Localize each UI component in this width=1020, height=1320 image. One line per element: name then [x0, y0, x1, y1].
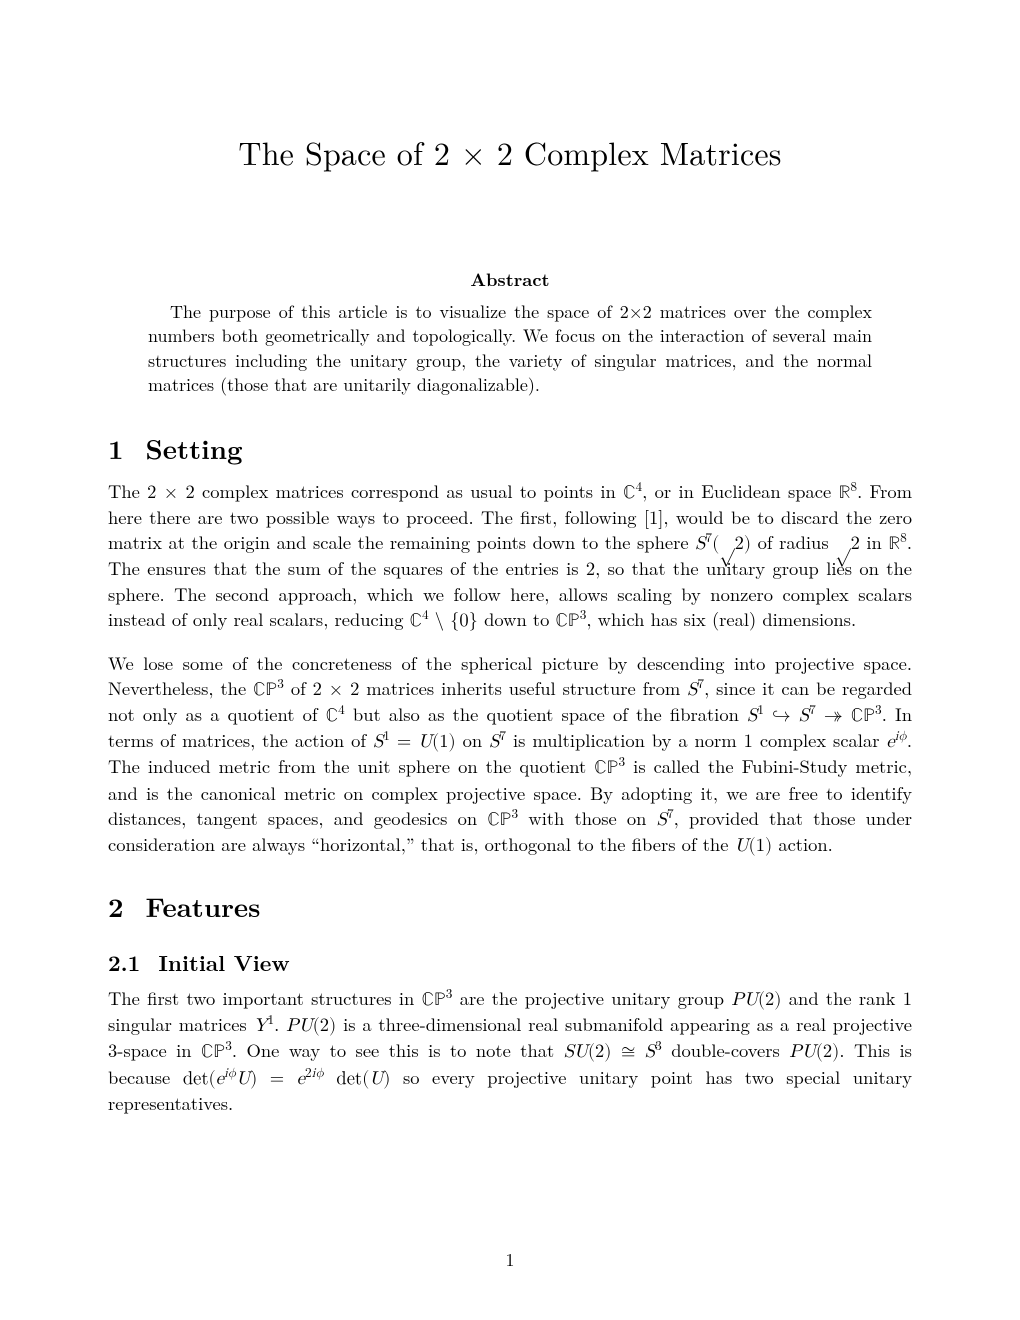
paragraph: We lose some of the concreteness of the … [108, 651, 912, 858]
abstract-heading: Abstract [108, 267, 912, 292]
paper-title: The Space of 2 × 2 Complex Matrices [108, 130, 912, 175]
page: The Space of 2 × 2 Complex Matrices Abst… [0, 0, 1020, 1320]
section-setting: 1 Setting [108, 428, 912, 467]
section-title: Setting [146, 428, 243, 467]
paragraph: The 2 × 2 complex matrices correspond as… [108, 479, 912, 633]
paragraph: The first two important structures in ℂℙ… [108, 986, 912, 1116]
abstract-text: The purpose of this article is to visual… [148, 300, 872, 398]
subsection-number: 2.1 [108, 947, 140, 978]
page-number: 1 [0, 1247, 1020, 1272]
section-title: Features [146, 886, 261, 925]
section-features: 2 Features [108, 886, 912, 925]
subsection-initial-view: 2.1 Initial View [108, 947, 912, 978]
subsection-title: Initial View [158, 947, 289, 978]
section-number: 2 [108, 886, 124, 925]
section-number: 1 [108, 428, 124, 467]
